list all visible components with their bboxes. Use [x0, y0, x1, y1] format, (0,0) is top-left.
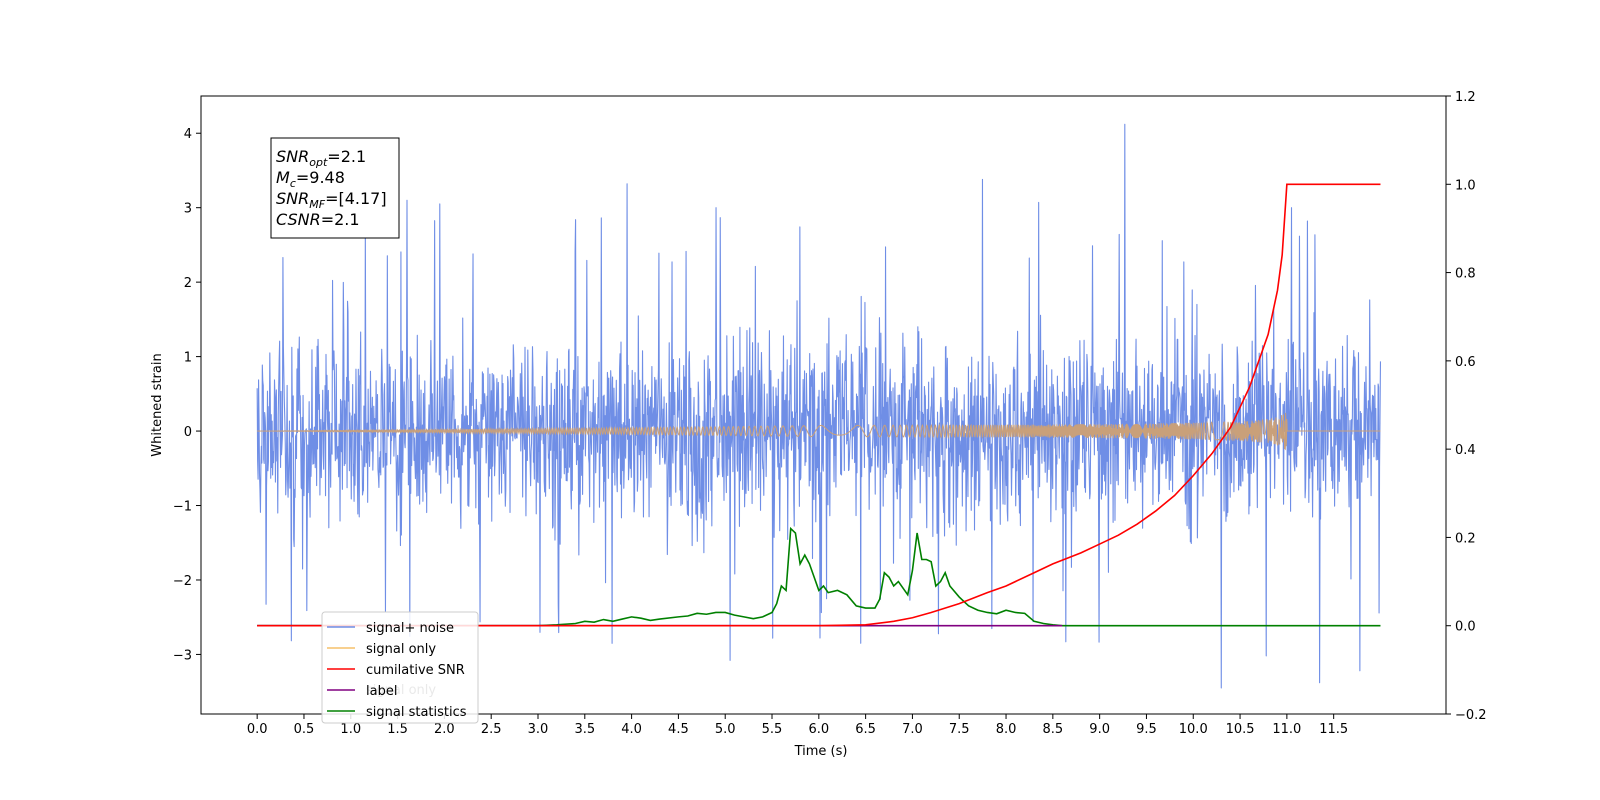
- x-tick-label: 4.0: [621, 722, 642, 737]
- y-tick-label: 1: [184, 351, 192, 366]
- x-tick-label: 10.5: [1226, 722, 1255, 737]
- y2-tick-label: 0.0: [1455, 620, 1476, 635]
- legend-label: signal only: [366, 642, 436, 657]
- x-tick-label: 5.0: [715, 722, 736, 737]
- y-tick-label: 3: [184, 202, 192, 217]
- x-tick-label: 11.5: [1319, 722, 1348, 737]
- legend-label: signal statistics: [366, 705, 467, 720]
- x-axis-label: Time (s): [794, 744, 848, 759]
- x-tick-label: 9.0: [1089, 722, 1110, 737]
- y-axis-right: −0.2 0.0 0.2 0.4 0.6 0.8 1.0 1.2: [1446, 90, 1487, 723]
- x-tick-label: 4.5: [668, 722, 689, 737]
- x-tick-label: 1.5: [387, 722, 408, 737]
- series-cumulative-snr: [257, 183, 1381, 627]
- series-signal-only: [257, 412, 1381, 451]
- info-line: SNRMF=[4.17]: [276, 189, 387, 211]
- x-tick-label: 9.5: [1136, 722, 1157, 737]
- x-tick-label: 7.0: [902, 722, 923, 737]
- x-tick-label: 2.5: [481, 722, 502, 737]
- y-tick-label: 4: [184, 127, 192, 142]
- plot-area: [256, 123, 1382, 689]
- y-tick-label: 2: [184, 276, 192, 291]
- x-tick-label: 7.5: [949, 722, 970, 737]
- legend-label: signal+ noise: [366, 621, 454, 636]
- legend-hidden-label: signal only: [366, 683, 436, 698]
- y2-tick-label: 1.2: [1455, 90, 1476, 105]
- x-tick-label: 0.5: [294, 722, 315, 737]
- legend: signal only signal+ noise signal only cumil…: [321, 611, 479, 724]
- y2-tick-label: 0.2: [1455, 531, 1476, 546]
- y-tick-label: −2: [173, 574, 192, 589]
- series-signal-statistics: [257, 526, 1381, 627]
- y2-tick-label: 0.4: [1455, 443, 1476, 458]
- x-tick-label: 3.5: [574, 722, 595, 737]
- x-tick-label: 8.5: [1042, 722, 1063, 737]
- info-line: SNRopt=2.1: [276, 147, 366, 169]
- y2-tick-label: 0.8: [1455, 267, 1476, 282]
- info-line: Mc=9.48: [276, 168, 345, 190]
- x-tick-label: 10.0: [1179, 722, 1208, 737]
- plot-frame: [200, 95, 1447, 715]
- y-axis-left: −3 −2 −1 0 1 2 3 4: [173, 127, 201, 663]
- y-tick-label: −1: [173, 500, 192, 515]
- y2-tick-label: 0.6: [1455, 355, 1476, 370]
- y2-tick-label: −0.2: [1455, 708, 1487, 723]
- x-tick-label: 0.0: [247, 722, 268, 737]
- x-tick-label: 11.0: [1272, 722, 1301, 737]
- x-axis: 0.0 0.5 1.0 1.5 2.0 2.5 3.0 3.5 4.0 4.5 5.0 5.5 6.0 6…: [247, 714, 1348, 737]
- info-line: CSNR=2.1: [276, 210, 360, 229]
- x-tick-label: 8.0: [996, 722, 1017, 737]
- x-tick-label: 1.0: [340, 722, 361, 737]
- y-axis-label: Whitened strain: [150, 353, 165, 456]
- y-tick-label: −3: [173, 648, 192, 663]
- y-tick-label: 0: [184, 425, 192, 440]
- x-tick-label: 6.5: [855, 722, 876, 737]
- legend-label: label: [366, 684, 397, 699]
- y2-tick-label: 1.0: [1455, 178, 1476, 193]
- series-signal-plus-noise: [256, 123, 1382, 689]
- legend-label: cumilative SNR: [366, 663, 465, 678]
- x-tick-label: 3.0: [528, 722, 549, 737]
- x-tick-label: 6.0: [808, 722, 829, 737]
- x-tick-label: 5.5: [762, 722, 783, 737]
- x-tick-label: 2.0: [434, 722, 455, 737]
